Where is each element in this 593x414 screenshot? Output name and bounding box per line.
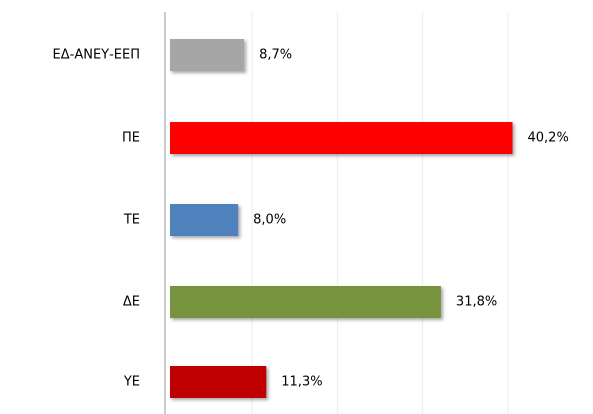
value-label: 11,3%: [281, 375, 322, 390]
bar: [170, 204, 239, 236]
value-label: 8,7%: [259, 48, 292, 63]
category-label: ΥΕ: [123, 375, 140, 390]
bar: [170, 366, 267, 398]
bar: [170, 286, 441, 318]
category-label: ΠΕ: [122, 131, 140, 146]
bar: [170, 39, 245, 71]
category-label: ΔΕ: [123, 295, 140, 310]
value-label: 31,8%: [456, 295, 497, 310]
value-label: 40,2%: [528, 131, 569, 146]
category-label: ΤΕ: [123, 213, 140, 228]
value-label: 8,0%: [253, 213, 286, 228]
bar: [170, 122, 513, 154]
category-label: ΕΔ-ΑΝΕΥ-ΕΕΠ: [53, 48, 140, 63]
